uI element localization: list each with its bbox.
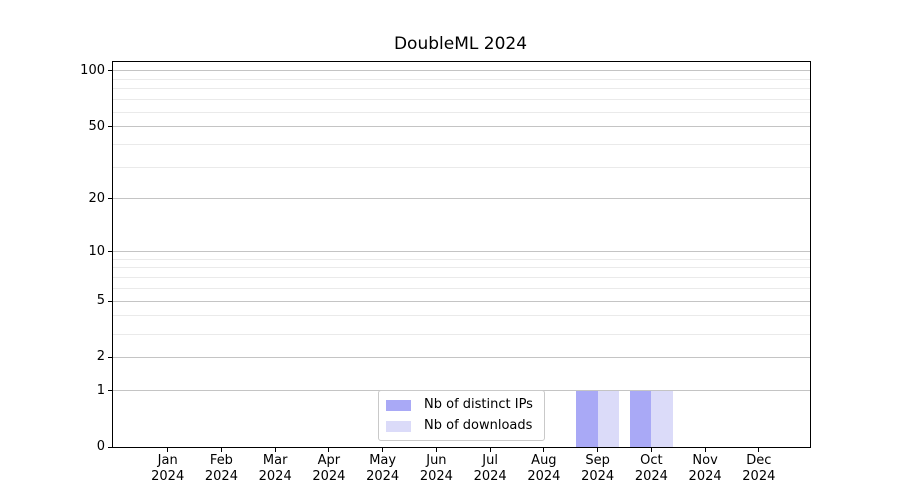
- x-tick-label-year: 2024: [258, 468, 292, 484]
- x-tick: [167, 447, 169, 452]
- x-tick-label-year: 2024: [366, 468, 400, 484]
- y-tick-label: 20: [88, 190, 105, 206]
- y-tick-label: 5: [96, 293, 105, 309]
- legend-item-distinct-ips: Nb of distinct IPs: [386, 398, 533, 412]
- y-tick-label: 0: [96, 439, 105, 454]
- x-tick-label-year: 2024: [204, 468, 238, 484]
- x-tick: [758, 447, 760, 452]
- x-tick: [220, 447, 222, 452]
- legend-item-downloads: Nb of downloads: [386, 419, 533, 433]
- x-tick-label: Sep 2024: [566, 453, 630, 484]
- y-gridline-minor: [113, 111, 810, 113]
- x-tick-label: Dec 2024: [727, 453, 791, 484]
- x-tick-label-year: 2024: [581, 468, 615, 484]
- x-tick: [650, 447, 652, 452]
- x-tick-label: Feb 2024: [189, 453, 253, 484]
- y-gridline-minor: [113, 315, 810, 317]
- x-tick-label-month: May: [369, 453, 397, 468]
- bar-sep-distinct-ips: [576, 390, 598, 447]
- x-tick-label: Jun 2024: [404, 453, 468, 484]
- x-tick-label-month: Apr: [317, 453, 341, 468]
- y-gridline-major: [113, 300, 810, 302]
- plot-area: Nb of distinct IPs Nb of downloads 0 1 2 5 1…: [80, 61, 811, 484]
- y-tick-label: 100: [80, 62, 105, 78]
- x-tick: [489, 447, 491, 452]
- x-tick-label-year: 2024: [312, 468, 346, 484]
- y-tick: [108, 198, 113, 200]
- y-gridline-major: [113, 70, 810, 72]
- x-tick-label-year: 2024: [688, 468, 722, 484]
- x-tick-label: Mar 2024: [243, 453, 307, 484]
- y-gridline-minor: [113, 143, 810, 145]
- x-tick-label: May 2024: [351, 453, 415, 484]
- y-tick: [108, 251, 113, 253]
- x-tick-label: Jan 2024: [136, 453, 200, 484]
- x-tick-label-month: Aug: [531, 453, 557, 468]
- y-gridline-minor: [113, 258, 810, 260]
- x-tick-label: Nov 2024: [673, 453, 737, 484]
- bar-oct-downloads: [651, 390, 673, 447]
- y-gridline-minor: [113, 267, 810, 269]
- x-tick-label-year: 2024: [742, 468, 776, 484]
- x-tick-label-month: Feb: [209, 453, 233, 468]
- x-tick: [328, 447, 330, 452]
- y-gridline-minor: [113, 78, 810, 80]
- x-tick-label-month: Mar: [262, 453, 288, 468]
- x-tick-label: Aug 2024: [512, 453, 576, 484]
- x-tick-label-month: Dec: [746, 453, 772, 468]
- y-tick: [108, 300, 113, 302]
- y-tick: [108, 70, 113, 72]
- y-gridline-major: [113, 198, 810, 200]
- x-tick-label-month: Sep: [585, 453, 610, 468]
- y-gridline-minor: [113, 277, 810, 279]
- x-tick: [543, 447, 545, 452]
- y-gridline-minor: [113, 88, 810, 90]
- x-tick-label-year: 2024: [634, 468, 668, 484]
- y-gridline-major: [113, 126, 810, 128]
- y-tick-label: 50: [88, 118, 105, 134]
- x-tick-label-month: Jan: [157, 453, 178, 468]
- legend-label-downloads: Nb of downloads: [424, 418, 533, 433]
- y-tick-label: 10: [88, 243, 105, 259]
- y-tick: [108, 356, 113, 358]
- y-tick: [108, 390, 113, 392]
- y-gridline-minor: [113, 166, 810, 168]
- x-tick-label: Apr 2024: [297, 453, 361, 484]
- x-tick-label: Oct 2024: [619, 453, 683, 484]
- x-tick-label-year: 2024: [527, 468, 561, 484]
- y-gridline-major: [113, 251, 810, 253]
- x-tick-label-month: Jun: [426, 453, 447, 468]
- bar-sep-downloads: [597, 390, 620, 447]
- x-tick-label-month: Oct: [640, 453, 663, 468]
- x-tick: [597, 447, 599, 452]
- legend-swatch-downloads: [386, 420, 411, 432]
- x-tick-label-year: 2024: [473, 468, 507, 484]
- bar-oct-distinct-ips: [629, 390, 652, 447]
- x-tick: [435, 447, 437, 452]
- legend-swatch-distinct-ips: [386, 399, 411, 411]
- y-gridline-major: [113, 356, 810, 358]
- chart-title: DoubleML 2024: [393, 34, 528, 54]
- y-gridline-minor: [113, 333, 810, 335]
- y-tick: [108, 126, 113, 128]
- x-tick-label-year: 2024: [419, 468, 453, 484]
- x-tick: [382, 447, 384, 452]
- y-tick: [108, 446, 113, 448]
- y-tick-label: 2: [96, 349, 105, 365]
- x-tick-label-year: 2024: [151, 468, 185, 484]
- x-tick-label-month: Jul: [482, 453, 498, 468]
- y-tick-label: 1: [96, 382, 105, 398]
- x-tick-label-month: Nov: [692, 453, 718, 468]
- y-gridline-minor: [113, 287, 810, 289]
- legend: Nb of distinct IPs Nb of downloads: [378, 390, 545, 441]
- x-tick: [704, 447, 706, 452]
- x-tick-label: Jul 2024: [458, 453, 522, 484]
- x-tick: [274, 447, 276, 452]
- y-gridline-minor: [113, 99, 810, 101]
- legend-label-distinct-ips: Nb of distinct IPs: [424, 397, 533, 412]
